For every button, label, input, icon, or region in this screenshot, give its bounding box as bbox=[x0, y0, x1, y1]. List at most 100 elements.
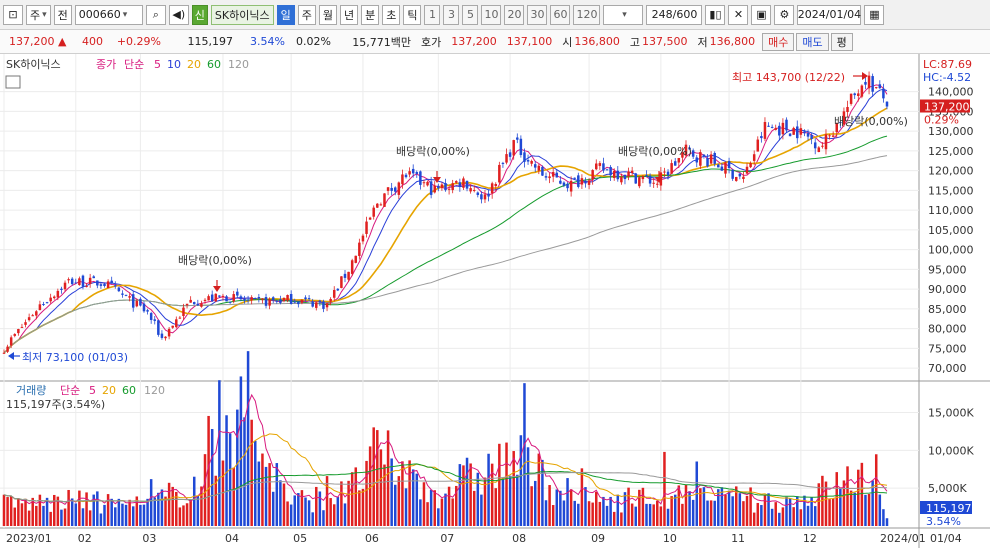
interval-30[interactable]: 30 bbox=[527, 4, 548, 25]
period-day[interactable]: 일 bbox=[276, 4, 295, 25]
volume-bar bbox=[781, 507, 785, 526]
candle-body bbox=[806, 133, 810, 137]
volume-bar bbox=[411, 469, 415, 526]
stock-code-input[interactable]: 000660 bbox=[74, 4, 143, 25]
x-tick-label: 04 bbox=[225, 532, 239, 545]
date-input[interactable]: 2024/01/04 bbox=[797, 4, 862, 25]
candle-body bbox=[562, 182, 566, 186]
volume-bar bbox=[332, 504, 336, 526]
period-month[interactable]: 월 bbox=[318, 4, 337, 25]
volume-bar bbox=[756, 502, 760, 526]
candle-body bbox=[767, 125, 770, 127]
x-tick-label: 09 bbox=[591, 532, 605, 545]
candle-body bbox=[620, 177, 623, 183]
interval-select[interactable] bbox=[603, 4, 644, 25]
candle-body bbox=[243, 298, 246, 301]
volume-bar bbox=[785, 496, 788, 526]
window-link-icon[interactable]: ⊡ bbox=[3, 4, 23, 25]
x-tick-label: 12 bbox=[803, 532, 817, 545]
candle-body bbox=[426, 181, 429, 186]
interval-20[interactable]: 20 bbox=[504, 4, 525, 25]
volume-bar bbox=[792, 507, 795, 526]
period-minute[interactable]: 분 bbox=[361, 4, 380, 25]
volume-bar bbox=[849, 490, 853, 526]
volume-bar bbox=[455, 485, 458, 526]
candle-body bbox=[566, 183, 569, 189]
volume-bar bbox=[203, 454, 207, 526]
volume-bar bbox=[322, 510, 325, 526]
dividend-annotation-2: 배당락(0,00%) bbox=[396, 145, 470, 158]
candle-body bbox=[92, 276, 95, 279]
volume-bar bbox=[67, 489, 70, 526]
interval-60[interactable]: 60 bbox=[550, 4, 571, 25]
grid-toggle-icon[interactable] bbox=[5, 75, 21, 89]
volume-bar bbox=[846, 466, 849, 526]
volume-bar bbox=[616, 494, 620, 526]
speaker-icon[interactable]: ◀) bbox=[168, 4, 189, 25]
y-tick-label: 95,000 bbox=[928, 263, 967, 276]
period-week[interactable]: 주 bbox=[297, 4, 316, 25]
volume-bar bbox=[573, 500, 576, 526]
candle-body bbox=[318, 300, 322, 303]
search-icon[interactable]: ⌕ bbox=[145, 4, 166, 25]
y-tick-label: 110,000 bbox=[928, 204, 974, 217]
volume-bar bbox=[831, 498, 835, 526]
candle-body bbox=[49, 297, 52, 302]
period-second[interactable]: 초 bbox=[382, 4, 401, 25]
average-button[interactable]: 평 bbox=[830, 32, 853, 51]
candle-body bbox=[429, 181, 433, 195]
candle-body bbox=[103, 283, 106, 287]
volume-bar bbox=[623, 492, 627, 526]
period-tick[interactable]: 틱 bbox=[403, 4, 422, 25]
volume-bar bbox=[602, 496, 605, 526]
candle-body bbox=[437, 185, 440, 189]
crosshair-icon[interactable]: ✕ bbox=[728, 4, 749, 25]
interval-10[interactable]: 10 bbox=[481, 4, 502, 25]
y-tick-label: 80,000 bbox=[928, 323, 967, 336]
price-chart[interactable]: 140,000135,000130,000125,000120,000115,0… bbox=[0, 54, 990, 548]
candle-body bbox=[60, 288, 63, 290]
volume-bar bbox=[307, 500, 311, 526]
candle-body bbox=[785, 119, 788, 131]
gear-icon[interactable]: ⚙ bbox=[774, 4, 795, 25]
candle-settings-icon[interactable]: ▮▯ bbox=[705, 4, 726, 25]
candle-body bbox=[781, 122, 785, 135]
sell-button[interactable]: 매도 bbox=[796, 32, 829, 51]
save-icon[interactable]: ▣ bbox=[751, 4, 772, 25]
volume-bar bbox=[365, 460, 368, 526]
volume-bar bbox=[641, 487, 645, 526]
volume-bar bbox=[874, 454, 878, 526]
candle-body bbox=[490, 183, 494, 194]
candle-body bbox=[336, 288, 340, 291]
volume-bar bbox=[752, 512, 756, 526]
mode-select[interactable]: 주 bbox=[26, 4, 51, 25]
interval-120[interactable]: 120 bbox=[573, 4, 601, 25]
candle-body bbox=[56, 290, 60, 298]
interval-1[interactable]: 1 bbox=[424, 4, 441, 25]
candle-body bbox=[63, 282, 67, 290]
candle-body bbox=[569, 180, 573, 192]
calendar-icon[interactable]: ▦ bbox=[864, 4, 885, 25]
stock-name: SK하이닉스 bbox=[210, 4, 274, 25]
buy-button[interactable]: 매수 bbox=[762, 32, 795, 51]
candle-body bbox=[742, 176, 745, 179]
candle-body bbox=[433, 185, 436, 193]
candle-body bbox=[239, 296, 243, 300]
interval-3[interactable]: 3 bbox=[443, 4, 460, 25]
legend-ma-120: 120 bbox=[228, 58, 249, 71]
volume-bar bbox=[860, 462, 864, 526]
volume-bar bbox=[620, 512, 623, 526]
interval-5[interactable]: 5 bbox=[462, 4, 479, 25]
jeon-button[interactable]: 전 bbox=[53, 4, 72, 25]
volume-bar bbox=[541, 459, 544, 526]
candle-body bbox=[397, 182, 401, 195]
dividend-arrow-3 bbox=[655, 177, 663, 183]
volume-bar bbox=[415, 473, 419, 526]
dividend-annotation-3: 배당락(0,00%) bbox=[618, 145, 692, 158]
period-year[interactable]: 년 bbox=[339, 4, 359, 25]
volume-bar bbox=[92, 494, 95, 526]
candle-body bbox=[128, 296, 131, 298]
volume-bar bbox=[74, 503, 78, 526]
candle-body bbox=[38, 304, 42, 311]
candle-body bbox=[612, 171, 616, 178]
